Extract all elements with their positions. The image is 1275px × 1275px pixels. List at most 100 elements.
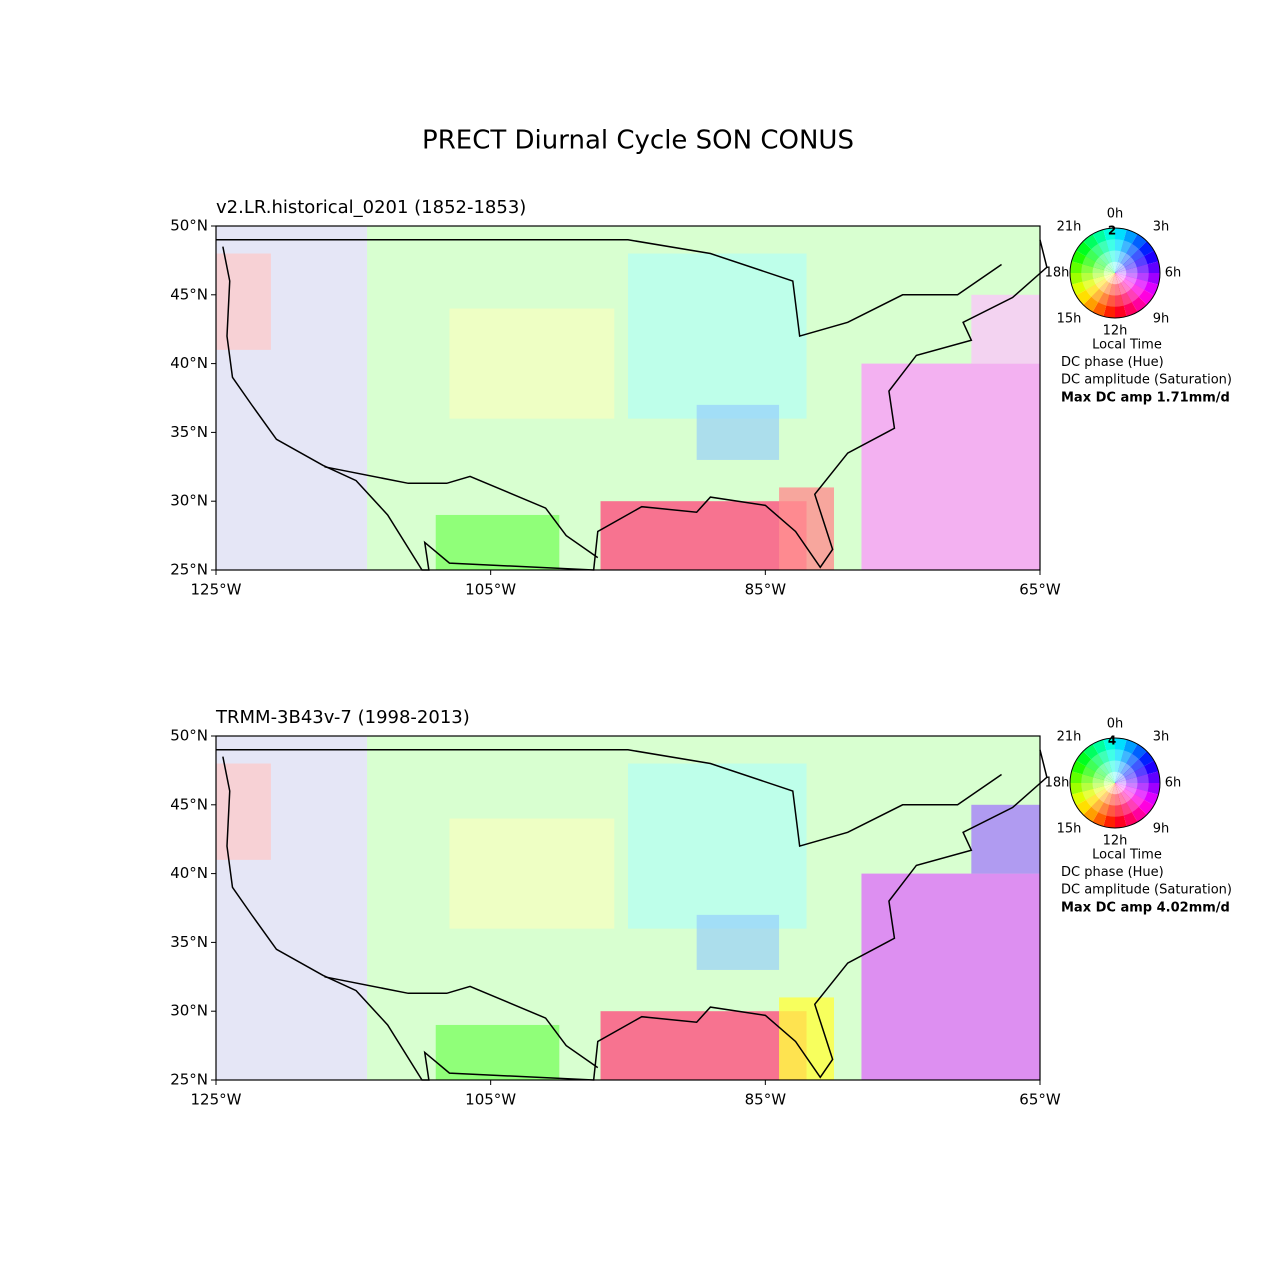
wheel-sector bbox=[1103, 780, 1115, 783]
wheel-sector bbox=[1105, 273, 1115, 281]
hour-label: 18h bbox=[1045, 776, 1070, 791]
y-tick-label: 30°N bbox=[170, 1002, 208, 1020]
wheel-sector bbox=[1105, 775, 1115, 783]
axes-frame bbox=[215, 225, 1041, 571]
wheel-sector bbox=[1115, 273, 1127, 276]
hour-label: 12h bbox=[1103, 834, 1128, 849]
wheel-sector bbox=[1112, 273, 1115, 285]
y-tick-label: 45°N bbox=[170, 795, 208, 813]
hour-label: 15h bbox=[1057, 311, 1082, 326]
wheel-sector bbox=[1115, 261, 1118, 273]
wheel-sector bbox=[1115, 262, 1121, 273]
figure-title: PRECT Diurnal Cycle SON CONUS bbox=[422, 126, 854, 156]
color-patch bbox=[600, 1011, 807, 1080]
x-tick-label: 65°W bbox=[1019, 581, 1061, 599]
y-tick-label: 35°N bbox=[170, 933, 208, 951]
wheel-sector bbox=[1115, 273, 1125, 281]
wheel-sector bbox=[1115, 783, 1123, 793]
coastline bbox=[222, 239, 1048, 571]
color-patch bbox=[600, 501, 807, 570]
hour-label: 3h bbox=[1153, 730, 1170, 745]
legend-max-amp: Max DC amp 4.02mm/d bbox=[1061, 901, 1230, 916]
legend-max-amp: Max DC amp 1.71mm/d bbox=[1061, 391, 1230, 406]
y-tick-label: 25°N bbox=[170, 561, 208, 579]
panel-subtitle: v2.LR.historical_0201 (1852-1853) bbox=[216, 197, 526, 218]
hour-label: 15h bbox=[1057, 821, 1082, 836]
y-tick-label: 40°N bbox=[170, 354, 208, 372]
color-patch bbox=[779, 487, 834, 570]
hour-label: 21h bbox=[1057, 220, 1082, 235]
color-patch bbox=[216, 253, 271, 350]
wheel-sector bbox=[1112, 783, 1115, 795]
y-tick-label: 35°N bbox=[170, 423, 208, 441]
hour-label: 6h bbox=[1165, 266, 1182, 281]
y-tick-label: 45°N bbox=[170, 285, 208, 303]
wheel-sector bbox=[1104, 783, 1115, 789]
legend-line: Local Time bbox=[1092, 848, 1162, 863]
color-patch bbox=[449, 308, 615, 419]
color-patch bbox=[779, 997, 834, 1080]
y-tick-label: 40°N bbox=[170, 864, 208, 882]
color-patch bbox=[861, 363, 1040, 570]
border bbox=[216, 239, 1002, 338]
wheel-sector bbox=[1104, 273, 1115, 279]
hour-label: 0h bbox=[1107, 207, 1124, 222]
wheel-sector bbox=[1115, 777, 1126, 783]
coastline bbox=[222, 749, 1048, 1081]
hour-label: 6h bbox=[1165, 776, 1182, 791]
hour-label: 9h bbox=[1153, 311, 1170, 326]
y-tick-label: 30°N bbox=[170, 492, 208, 510]
color-patch bbox=[435, 1024, 560, 1080]
wheel-sector bbox=[1115, 783, 1127, 786]
wheel-sector bbox=[1115, 783, 1118, 795]
wheel-sector bbox=[1104, 777, 1115, 783]
panel-subtitle: TRMM-3B43v-7 (1998-2013) bbox=[215, 707, 470, 728]
y-tick-label: 25°N bbox=[170, 1071, 208, 1089]
color-patch bbox=[971, 294, 1040, 364]
color-patch bbox=[216, 763, 271, 860]
hour-label: 18h bbox=[1045, 266, 1070, 281]
wheel-sector bbox=[1104, 267, 1115, 273]
legend-line: DC amplitude (Saturation) bbox=[1061, 883, 1232, 898]
wheel-sector bbox=[1109, 273, 1115, 284]
color-patch bbox=[449, 818, 615, 929]
wheel-sector bbox=[1115, 773, 1123, 783]
legend-line: Local Time bbox=[1092, 338, 1162, 353]
color-patch bbox=[435, 514, 560, 570]
map-panel: v2.LR.historical_0201 (1852-1853) 25°N 30°… bbox=[170, 197, 1061, 599]
wheel-sector bbox=[1115, 265, 1125, 273]
wheel-sector bbox=[1115, 771, 1118, 783]
color-patch bbox=[628, 763, 807, 929]
wheel-sector bbox=[1115, 783, 1121, 794]
wheel-sector bbox=[1105, 265, 1115, 273]
color-patch bbox=[971, 804, 1040, 874]
x-tick-label: 65°W bbox=[1019, 1091, 1061, 1109]
wheel-sector bbox=[1109, 262, 1115, 273]
wheel-sector bbox=[1115, 772, 1121, 783]
hour-label: 21h bbox=[1057, 730, 1082, 745]
wheel-sector bbox=[1115, 273, 1126, 279]
wheel-sector bbox=[1115, 273, 1121, 284]
hour-label: 0h bbox=[1107, 717, 1124, 732]
color-patch bbox=[861, 873, 1040, 1080]
wheel-max-label: 2 bbox=[1108, 224, 1116, 238]
hour-label: 12h bbox=[1103, 324, 1128, 339]
x-tick-label: 125°W bbox=[191, 581, 242, 599]
wheel-sector bbox=[1115, 775, 1125, 783]
wheel-outline bbox=[1069, 737, 1161, 829]
phase-legend: 4 0h 3h 6h 9h 12h 15h 18h 21h Local Time DC phase … bbox=[1045, 717, 1232, 916]
x-tick-label: 125°W bbox=[191, 1091, 242, 1109]
legend-line: DC phase (Hue) bbox=[1061, 355, 1164, 370]
wheel-sector bbox=[1115, 783, 1126, 789]
border bbox=[324, 976, 599, 1069]
color-patch bbox=[628, 253, 807, 419]
x-tick-label: 85°W bbox=[745, 1091, 787, 1109]
wheel-sector bbox=[1109, 783, 1115, 794]
border bbox=[324, 466, 599, 559]
wheel-sector bbox=[1103, 273, 1115, 276]
wheel-sector bbox=[1115, 780, 1127, 783]
wheel-outline bbox=[1069, 227, 1161, 319]
wheel-sector bbox=[1109, 772, 1115, 783]
color-patch bbox=[696, 404, 780, 460]
